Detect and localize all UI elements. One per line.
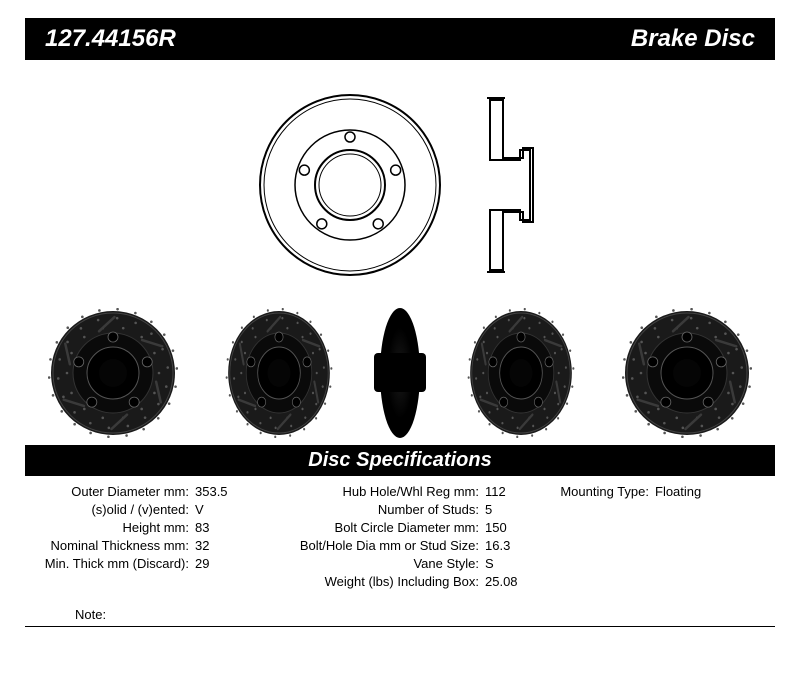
disc-photo-front-1: [48, 308, 178, 438]
spec-value: 29: [195, 556, 209, 571]
spec-row: Bolt Circle Diameter mm:150: [275, 520, 525, 535]
spec-value: 353.5: [195, 484, 228, 499]
spec-label: Nominal Thickness mm:: [25, 538, 195, 553]
spec-value: 16.3: [485, 538, 510, 553]
spec-value: 112: [485, 484, 506, 499]
spec-row: Height mm:83: [25, 520, 275, 535]
spec-row: Hub Hole/Whl Reg mm:112: [275, 484, 525, 499]
spec-row: (s)olid / (v)ented:V: [25, 502, 275, 517]
disc-photo-angle-1: [214, 308, 344, 438]
spec-label: Number of Studs:: [275, 502, 485, 517]
part-number: 127.44156R: [45, 25, 176, 53]
spec-label: Hub Hole/Whl Reg mm:: [275, 484, 485, 499]
spec-label: (s)olid / (v)ented:: [25, 502, 195, 517]
spec-row: Vane Style:S: [275, 556, 525, 571]
spec-value: S: [485, 556, 494, 571]
disc-front-diagram: [255, 90, 445, 280]
product-photo-row: [0, 300, 800, 445]
spec-value: 83: [195, 520, 209, 535]
spec-value: 150: [485, 520, 507, 535]
spec-row: Mounting Type:Floating: [525, 484, 775, 499]
spec-value: 32: [195, 538, 209, 553]
spec-label: Mounting Type:: [525, 484, 655, 499]
spec-value: 25.08: [485, 574, 518, 589]
spec-header: Disc Specifications: [25, 445, 775, 476]
header-bar: 127.44156R Brake Disc: [25, 18, 775, 60]
note-row: Note:: [25, 607, 775, 627]
spec-label: Bolt/Hole Dia mm or Stud Size:: [275, 538, 485, 553]
spec-column-2: Hub Hole/Whl Reg mm:112Number of Studs:5…: [275, 484, 525, 589]
note-label: Note:: [75, 607, 106, 622]
disc-photo-front-2: [622, 308, 752, 438]
product-type: Brake Disc: [631, 25, 755, 53]
spec-label: Height mm:: [25, 520, 195, 535]
disc-photo-side: [380, 308, 420, 438]
spec-value: 5: [485, 502, 492, 517]
spec-column-1: Outer Diameter mm:353.5(s)olid / (v)ente…: [25, 484, 275, 589]
spec-row: Number of Studs:5: [275, 502, 525, 517]
disc-photo-angle-2: [456, 308, 586, 438]
spec-label: Outer Diameter mm:: [25, 484, 195, 499]
technical-diagram-area: [0, 70, 800, 300]
spec-column-3: Mounting Type:Floating: [525, 484, 775, 589]
spec-label: Min. Thick mm (Discard):: [25, 556, 195, 571]
spec-row: Bolt/Hole Dia mm or Stud Size:16.3: [275, 538, 525, 553]
spec-grid: Outer Diameter mm:353.5(s)olid / (v)ente…: [0, 476, 800, 589]
spec-value: Floating: [655, 484, 701, 499]
spec-row: Outer Diameter mm:353.5: [25, 484, 275, 499]
disc-side-diagram: [475, 90, 545, 280]
spec-row: Min. Thick mm (Discard):29: [25, 556, 275, 571]
spec-row: Weight (lbs) Including Box:25.08: [275, 574, 525, 589]
spec-row: Nominal Thickness mm:32: [25, 538, 275, 553]
spec-label: Weight (lbs) Including Box:: [275, 574, 485, 589]
spec-label: Bolt Circle Diameter mm:: [275, 520, 485, 535]
spec-label: Vane Style:: [275, 556, 485, 571]
spec-value: V: [195, 502, 204, 517]
